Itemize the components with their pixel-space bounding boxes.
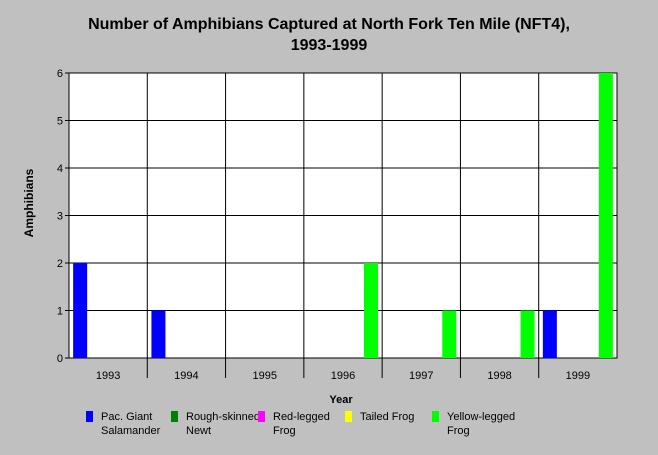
y-tick-labels: 0 1 2 3 4 5 6	[57, 68, 63, 365]
legend-label: Pac. Giant Salamander	[101, 411, 161, 437]
y-tick-label: 6	[57, 68, 63, 80]
bar	[542, 310, 557, 358]
y-tick-label: 0	[57, 353, 63, 365]
legend-swatch	[345, 411, 352, 422]
legend-swatch	[86, 411, 93, 422]
bars	[73, 73, 613, 358]
bar	[364, 263, 378, 358]
x-tick-label: 1994	[174, 370, 198, 382]
x-axis-label: Year	[329, 394, 353, 406]
y-tick-label: 4	[57, 163, 63, 175]
bar	[151, 310, 166, 358]
chart-title-line2: 1993-1999	[290, 37, 368, 54]
legend-swatch	[258, 411, 265, 422]
legend-label: Tailed Frog	[360, 411, 415, 423]
legend-label: Yellow-legged Frog	[447, 411, 516, 437]
x-tick-label: 1998	[487, 370, 511, 382]
y-tick-label: 5	[57, 116, 63, 128]
grid-lines	[65, 72, 617, 378]
legend-label: Rough-skinned Newt	[186, 411, 260, 437]
bar	[73, 263, 88, 358]
y-tick-label: 2	[57, 258, 63, 270]
x-tick-label: 1993	[96, 370, 120, 382]
x-tick-labels: 1993 1994 1995 1996 1997 1998 1999	[96, 370, 590, 382]
x-tick-label: 1996	[331, 370, 355, 382]
x-tick-label: 1995	[252, 370, 276, 382]
y-tick-label: 1	[57, 306, 63, 318]
bar	[520, 310, 535, 358]
y-axis-label: Amphibians	[22, 168, 36, 237]
legend-label: Red-legged Frog	[273, 411, 330, 437]
y-tick-label: 3	[57, 211, 63, 223]
x-tick-label: 1999	[566, 370, 590, 382]
legend-swatch	[171, 411, 178, 422]
chart-title-line1: Number of Amphibians Captured at North F…	[88, 16, 570, 33]
bar	[442, 310, 457, 358]
chart-title: Number of Amphibians Captured at North F…	[0, 14, 658, 56]
bar	[598, 73, 613, 358]
x-tick-label: 1997	[409, 370, 433, 382]
legend-swatch	[432, 411, 439, 422]
